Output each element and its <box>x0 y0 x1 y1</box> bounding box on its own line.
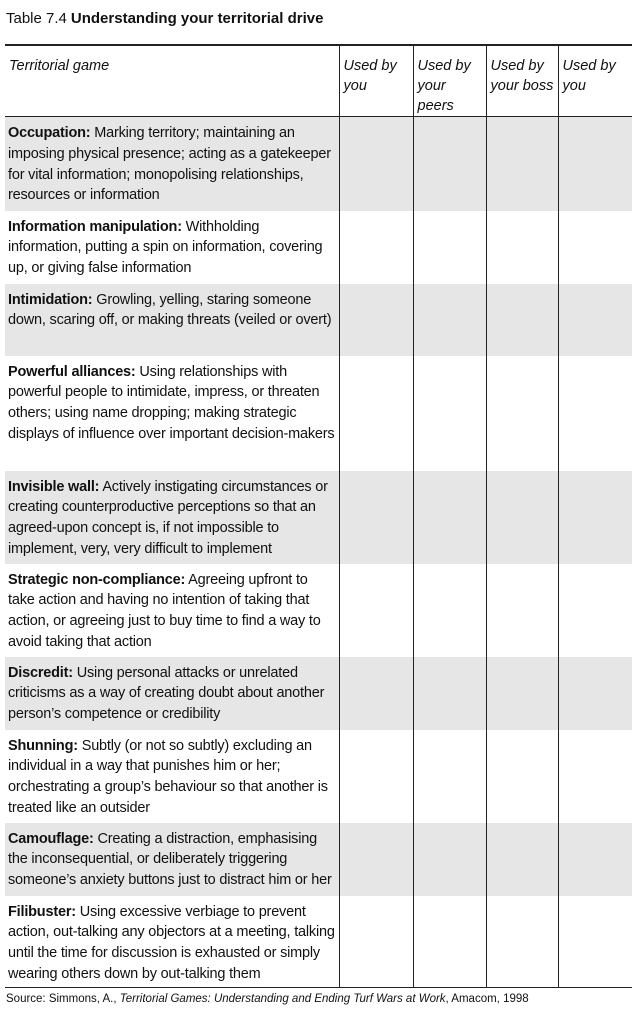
table-body: Occupation: Marking territory; maintaini… <box>5 116 632 988</box>
check-cell <box>557 283 632 356</box>
check-cell <box>338 283 413 356</box>
game-description: Withholding information, putting a spin … <box>8 218 323 277</box>
game-cell: Occupation: Marking territory; maintaini… <box>5 116 339 211</box>
table-row: Powerful alliances: Using relationships … <box>5 355 632 471</box>
game-cell: Discredit: Using personal attacks or unr… <box>5 656 339 730</box>
game-description: Growling, yelling, staring someone down,… <box>8 291 332 329</box>
table-row: Shunning: Subtly (or not so subtly) excl… <box>5 729 632 823</box>
table-row: Information manipulation: Withholding in… <box>5 210 632 284</box>
game-cell: Shunning: Subtly (or not so subtly) excl… <box>5 730 339 823</box>
game-term: Discredit: <box>8 664 73 681</box>
game-term: Filibuster: <box>8 903 76 920</box>
game-description: Actively instigating circumstances or cr… <box>8 478 328 557</box>
check-cell <box>412 822 486 896</box>
check-cell <box>412 355 486 471</box>
column-header: Used by you <box>338 45 413 117</box>
check-cell <box>485 283 558 356</box>
check-cell <box>485 729 558 823</box>
game-term: Information manipulation: <box>8 218 182 235</box>
check-cell <box>338 895 413 988</box>
check-cell <box>557 895 632 988</box>
column-header: Territorial game <box>5 45 339 117</box>
table: Territorial game Used by you Used by your … <box>5 44 632 988</box>
check-cell <box>485 563 558 657</box>
check-cell <box>338 355 413 471</box>
game-cell: Information manipulation: Withholding in… <box>5 211 339 284</box>
game-description: Creating a distraction, emphasising the … <box>8 830 332 889</box>
game-description: Using excessive verbiage to prevent acti… <box>8 903 335 982</box>
header-row: Territorial game Used by you Used by your … <box>5 45 632 117</box>
game-term: Strategic non-compliance: <box>8 571 186 588</box>
game-description: Using relationships with powerful people… <box>8 363 335 442</box>
game-description: Using personal attacks or unrelated crit… <box>8 664 325 723</box>
check-cell <box>557 210 632 284</box>
check-cell <box>412 210 486 284</box>
check-cell <box>557 470 632 564</box>
check-cell <box>338 729 413 823</box>
check-cell <box>338 656 413 730</box>
game-cell: Powerful alliances: Using relationships … <box>5 356 339 471</box>
column-header: Used by you <box>557 45 632 117</box>
game-description: Agreeing upfront to take action and havi… <box>8 571 321 650</box>
check-cell <box>412 656 486 730</box>
table-label: Table 7.4 <box>6 10 67 27</box>
check-cell <box>485 656 558 730</box>
game-description: Subtly (or not so subtly) excluding an i… <box>8 737 328 816</box>
check-cell <box>485 895 558 988</box>
check-cell <box>557 822 632 896</box>
column-header: Used by your boss <box>485 45 558 117</box>
check-cell <box>485 470 558 564</box>
check-cell <box>557 116 632 211</box>
table-row: Discredit: Using personal attacks or unr… <box>5 656 632 730</box>
check-cell <box>412 729 486 823</box>
game-term: Camouflage: <box>8 830 94 847</box>
check-cell <box>412 563 486 657</box>
game-term: Invisible wall: <box>8 478 100 495</box>
game-description: Marking territory; maintaining an imposi… <box>8 125 331 204</box>
table-row: Invisible wall: Actively instigating cir… <box>5 470 632 564</box>
check-cell <box>338 210 413 284</box>
check-cell <box>557 355 632 471</box>
check-cell <box>485 822 558 896</box>
table-title: Understanding your territorial drive <box>70 10 324 27</box>
game-cell: Filibuster: Using excessive verbiage to … <box>5 896 339 988</box>
source: Source: Simmons, A., Territorial Games: … <box>6 993 529 1005</box>
table-row: Intimidation: Growling, yelling, staring… <box>5 283 632 356</box>
table-row: Filibuster: Using excessive verbiage to … <box>5 895 632 988</box>
check-cell <box>338 470 413 564</box>
check-cell <box>485 210 558 284</box>
source-suffix: , Amacom, 1998 <box>445 993 529 1005</box>
game-cell: Camouflage: Creating a distraction, emph… <box>5 822 339 896</box>
check-cell <box>412 895 486 988</box>
game-term: Powerful alliances: <box>8 363 136 380</box>
check-cell <box>557 729 632 823</box>
check-cell <box>412 470 486 564</box>
check-cell <box>485 355 558 471</box>
check-cell <box>412 116 486 211</box>
source-prefix: Source: Simmons, A., <box>6 993 117 1005</box>
game-cell: Strategic non-compliance: Agreeing upfro… <box>5 564 339 657</box>
table-caption: Table 7.4 Understanding your territorial … <box>6 10 323 27</box>
game-cell: Intimidation: Growling, yelling, staring… <box>5 283 339 356</box>
check-cell <box>485 116 558 211</box>
source-book: Territorial Games: Understanding and End… <box>119 993 446 1005</box>
check-cell <box>338 116 413 211</box>
check-cell <box>412 283 486 356</box>
table-row: Strategic non-compliance: Agreeing upfro… <box>5 563 632 657</box>
game-cell: Invisible wall: Actively instigating cir… <box>5 470 339 564</box>
game-term: Occupation: <box>8 125 91 141</box>
game-term: Intimidation: <box>8 291 93 308</box>
check-cell <box>338 822 413 896</box>
check-cell <box>338 563 413 657</box>
table-row: Camouflage: Creating a distraction, emph… <box>5 822 632 896</box>
column-header: Used by your peers <box>412 45 486 117</box>
game-term: Shunning: <box>8 737 78 754</box>
check-cell <box>557 563 632 657</box>
check-cell <box>557 656 632 730</box>
table-row: Occupation: Marking territory; maintaini… <box>5 116 632 211</box>
